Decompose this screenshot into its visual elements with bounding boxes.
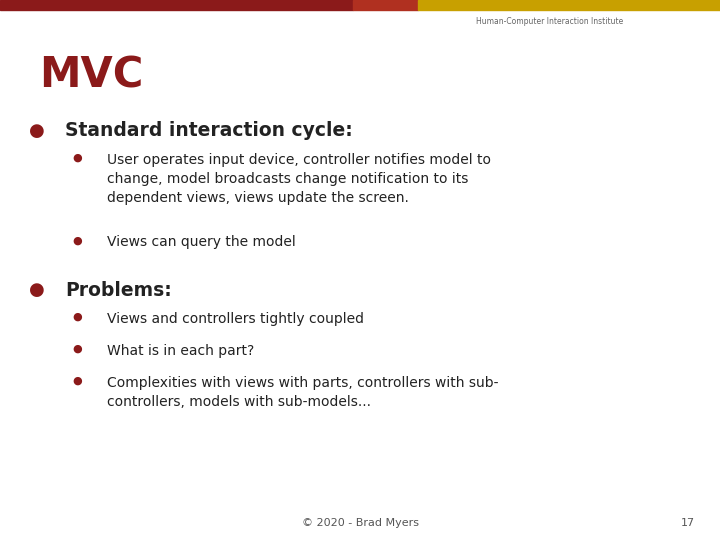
Text: ●: ● — [72, 153, 82, 163]
Text: ●: ● — [72, 376, 82, 386]
Bar — [0, 0, 353, 10]
Text: User operates input device, controller notifies model to
change, model broadcast: User operates input device, controller n… — [107, 153, 490, 205]
Text: Problems:: Problems: — [65, 281, 171, 300]
Text: MVC: MVC — [40, 54, 144, 96]
Text: Human-Computer Interaction Institute: Human-Computer Interaction Institute — [475, 17, 623, 26]
Text: 17: 17 — [680, 518, 695, 528]
Text: ●: ● — [72, 235, 82, 246]
Text: © 2020 - Brad Myers: © 2020 - Brad Myers — [302, 518, 418, 528]
Text: Standard interaction cycle:: Standard interaction cycle: — [65, 122, 353, 140]
Text: What is in each part?: What is in each part? — [107, 344, 254, 358]
Text: Complexities with views with parts, controllers with sub-
controllers, models wi: Complexities with views with parts, cont… — [107, 376, 498, 409]
Text: Views and controllers tightly coupled: Views and controllers tightly coupled — [107, 312, 364, 326]
Text: ●: ● — [72, 312, 82, 322]
Text: ●: ● — [29, 281, 45, 299]
Bar — [353, 0, 418, 10]
Bar — [418, 0, 720, 10]
Text: ●: ● — [29, 122, 45, 139]
Text: Views can query the model: Views can query the model — [107, 235, 295, 249]
Text: ●: ● — [72, 344, 82, 354]
